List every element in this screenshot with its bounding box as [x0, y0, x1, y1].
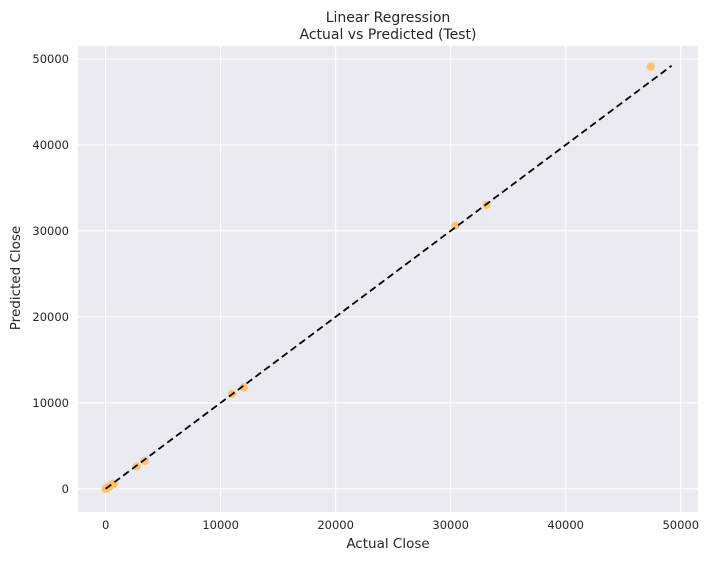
x-axis-label: Actual Close [346, 536, 429, 552]
x-tick-label: 10000 [202, 518, 239, 532]
x-tick-labels: 0 10000 20000 30000 40000 50000 [102, 518, 699, 532]
y-tick-labels: 0 10000 20000 30000 40000 50000 [32, 52, 69, 496]
y-tick-label: 0 [62, 482, 69, 496]
x-tick-label: 50000 [662, 518, 699, 532]
y-axis-label: Predicted Close [8, 226, 24, 330]
x-tick-label: 30000 [432, 518, 469, 532]
data-point [239, 383, 248, 392]
x-tick-label: 0 [102, 518, 109, 532]
x-grid-lines [105, 46, 682, 512]
x-tick-label: 40000 [547, 518, 584, 532]
y-grid-lines [78, 58, 698, 490]
y-tick-label: 50000 [32, 52, 69, 66]
chart-title-line2: Actual vs Predicted (Test) [299, 27, 476, 43]
chart-title-line1: Linear Regression [326, 10, 451, 26]
plot-area [78, 46, 698, 512]
data-point [646, 62, 656, 71]
y-tick-label: 10000 [32, 396, 69, 410]
data-point [451, 221, 460, 230]
y-tick-label: 40000 [32, 138, 69, 152]
y-tick-label: 20000 [32, 310, 69, 324]
x-tick-label: 20000 [317, 518, 354, 532]
reference-line [105, 65, 673, 490]
y-tick-label: 30000 [32, 224, 69, 238]
